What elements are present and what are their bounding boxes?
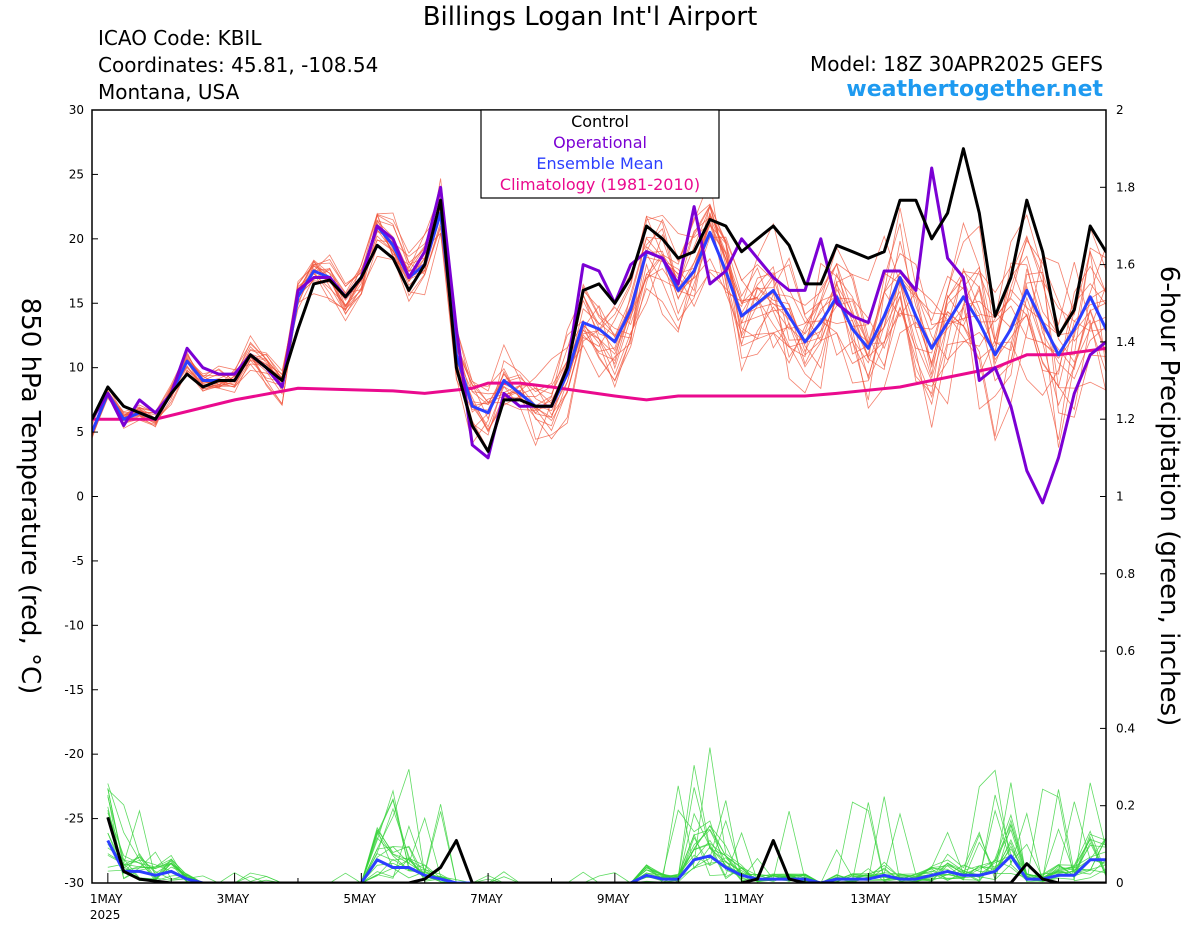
y-tick-label: 15 bbox=[69, 296, 84, 310]
legend-climatology: Climatology (1981-2010) bbox=[500, 175, 700, 194]
x-tick-label: 3MAY bbox=[217, 892, 250, 906]
control-temp-line bbox=[92, 147, 1106, 453]
y-tick-label: -30 bbox=[64, 876, 84, 890]
y-axis-label: 850 hPa Temperature (red, °C) bbox=[15, 298, 45, 695]
chart-title: Billings Logan Int'l Airport bbox=[422, 2, 758, 32]
ensemble-member-precip-line bbox=[107, 785, 1106, 883]
legend: Control Operational Ensemble Mean Climat… bbox=[480, 109, 720, 199]
legend-box bbox=[480, 109, 720, 199]
x-tick-label: 5MAY bbox=[343, 892, 376, 906]
y2-tick-label: 0.4 bbox=[1116, 721, 1135, 735]
y-tick-label: 10 bbox=[69, 361, 84, 375]
ensemble-members-precipitation bbox=[107, 747, 1106, 883]
ensemble-member-temp-line bbox=[92, 207, 1106, 440]
operational-temp-line bbox=[92, 166, 1106, 505]
y-tick-label: 20 bbox=[69, 232, 84, 246]
ensemble-member-temp-line bbox=[92, 204, 1106, 435]
y-tick-label: -5 bbox=[72, 554, 84, 568]
y-axis-left: 30 25 20 15 10 5 0 -5 -10 -15 -20 -25 -30 bbox=[64, 103, 98, 890]
x-tick-label: 9MAY bbox=[597, 892, 630, 906]
y-tick-label: 5 bbox=[76, 425, 84, 439]
x-tick-label: 15MAY bbox=[977, 892, 1018, 906]
plot-frame bbox=[91, 109, 1107, 884]
y2-tick-label: 1.2 bbox=[1116, 412, 1135, 426]
y-tick-label: -20 bbox=[64, 747, 84, 761]
y2-tick-label: 2 bbox=[1116, 103, 1124, 117]
y-axis-right: 2 1.8 1.6 1.4 1.2 1 0.8 0.6 0.4 0.2 0 bbox=[1100, 103, 1135, 890]
y-tick-label: -25 bbox=[64, 812, 84, 826]
x-axis: 1MAY 2025 3MAY 5MAY 7MAY 9MAY 11MAY 13MAY 15MAY bbox=[90, 873, 1059, 922]
ensemble-member-temp-line bbox=[92, 201, 1106, 433]
legend-operational: Operational bbox=[553, 133, 647, 152]
y2-tick-label: 0 bbox=[1116, 876, 1124, 890]
y2-tick-label: 0.8 bbox=[1116, 567, 1135, 581]
x-tick-label: 11MAY bbox=[724, 892, 765, 906]
y-tick-label: -10 bbox=[64, 618, 84, 632]
y-tick-label: 0 bbox=[76, 490, 84, 504]
y2-tick-label: 1.8 bbox=[1116, 180, 1135, 194]
ensemble-member-temp-line bbox=[92, 215, 1106, 442]
y2-tick-label: 0.6 bbox=[1116, 644, 1135, 658]
y-tick-label: -15 bbox=[64, 683, 84, 697]
ensemble-member-precip-line bbox=[107, 782, 1106, 883]
y2-axis-label: 6-hour Precipitation (green, inches) bbox=[1154, 266, 1184, 726]
icao-code: ICAO Code: KBIL bbox=[98, 26, 262, 50]
y-tick-label: 30 bbox=[69, 103, 84, 117]
y2-tick-label: 0.2 bbox=[1116, 799, 1135, 813]
ensemble-member-precip-line bbox=[107, 789, 1106, 883]
y2-tick-label: 1.4 bbox=[1116, 335, 1135, 349]
y2-tick-label: 1.6 bbox=[1116, 258, 1135, 272]
series-layer bbox=[92, 147, 1106, 883]
site-link[interactable]: weathertogether.net bbox=[846, 77, 1103, 102]
x-tick-year: 2025 bbox=[90, 908, 121, 922]
y2-tick-label: 1 bbox=[1116, 490, 1124, 504]
ensemble-member-temp-line bbox=[92, 206, 1106, 432]
legend-ensemble-mean: Ensemble Mean bbox=[536, 154, 663, 173]
ensemble-member-temp-line bbox=[92, 205, 1106, 432]
ensemble-mean-precip-line bbox=[106, 839, 1106, 883]
x-tick-label: 7MAY bbox=[470, 892, 503, 906]
x-tick-label: 13MAY bbox=[850, 892, 891, 906]
climatology-line bbox=[92, 346, 1106, 421]
ensemble-member-precip-line bbox=[107, 782, 1106, 883]
legend-control: Control bbox=[571, 112, 629, 131]
ensemble-member-precip-line bbox=[107, 747, 1106, 883]
coordinates: Coordinates: 45.81, -108.54 bbox=[98, 53, 379, 77]
ensemble-member-precip-line bbox=[107, 765, 1106, 883]
y-tick-label: 25 bbox=[69, 167, 84, 181]
x-tick-label: 1MAY bbox=[90, 892, 123, 906]
ensemble-member-temp-line bbox=[92, 178, 1106, 447]
model-run: Model: 18Z 30APR2025 GEFS bbox=[810, 52, 1103, 76]
region: Montana, USA bbox=[98, 80, 240, 104]
